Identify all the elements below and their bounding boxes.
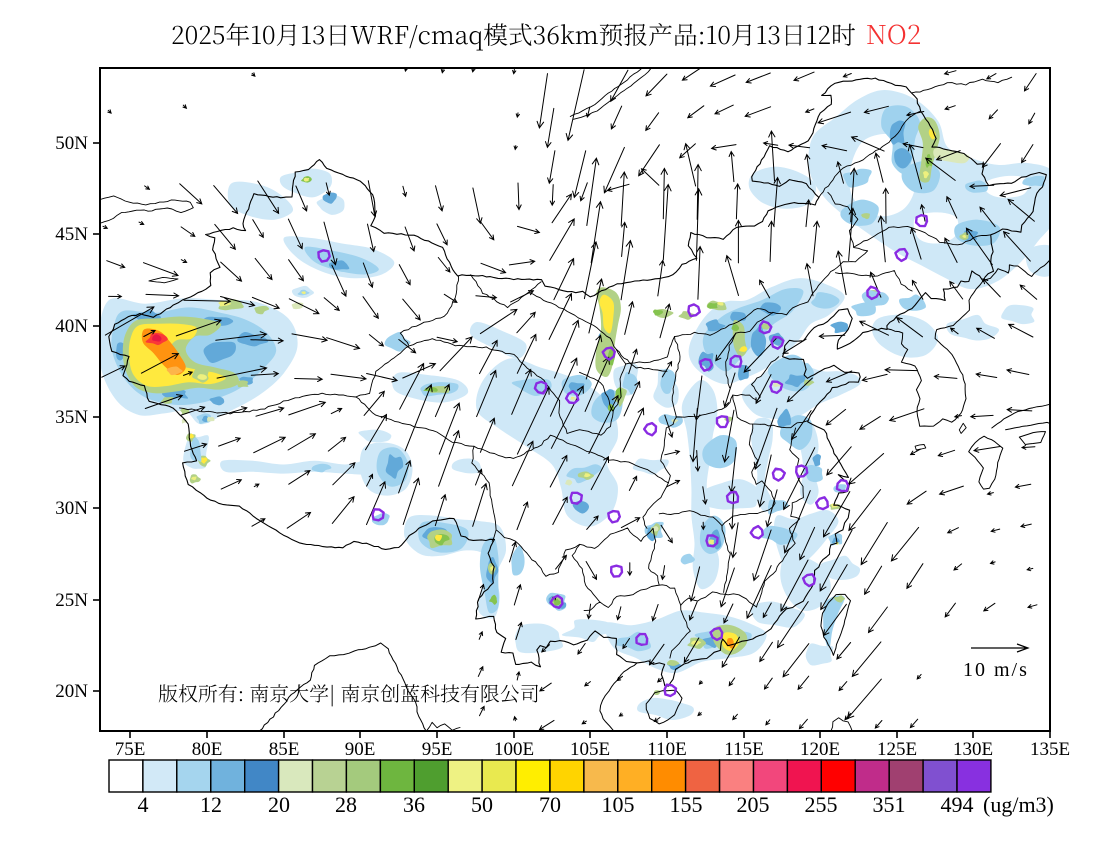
svg-text:12: 12 [200,792,222,817]
svg-text:125E: 125E [877,739,917,760]
svg-text:351: 351 [873,792,906,817]
svg-text:50: 50 [471,792,493,817]
svg-text:130E: 130E [953,739,993,760]
svg-text:28: 28 [335,792,357,817]
svg-text:105: 105 [602,792,635,817]
svg-text:45N: 45N [55,224,88,245]
svg-text:205: 205 [737,792,770,817]
svg-text:110E: 110E [647,739,686,760]
svg-text:155: 155 [670,792,703,817]
svg-text:(ug/m3): (ug/m3) [983,792,1054,817]
svg-text:4: 4 [138,792,149,817]
svg-text:10 m/s: 10 m/s [963,659,1029,681]
svg-text:95E: 95E [422,739,453,760]
svg-text:255: 255 [805,792,838,817]
svg-text:70: 70 [539,792,561,817]
svg-text:40N: 40N [55,316,88,337]
svg-text:30N: 30N [55,498,88,519]
svg-text:75E: 75E [115,739,146,760]
svg-text:50N: 50N [55,133,88,154]
svg-text:20: 20 [268,792,290,817]
svg-text:85E: 85E [269,739,300,760]
svg-text:90E: 90E [345,739,376,760]
svg-text:135E: 135E [1030,739,1070,760]
svg-text:25N: 25N [55,590,88,611]
svg-text:36: 36 [403,792,425,817]
svg-text:100E: 100E [494,739,534,760]
svg-text:35N: 35N [55,407,88,428]
svg-text:105E: 105E [570,739,610,760]
svg-text:115E: 115E [724,739,763,760]
svg-text:494: 494 [941,792,974,817]
svg-text:120E: 120E [800,739,840,760]
svg-text:80E: 80E [192,739,223,760]
svg-text:20N: 20N [55,681,88,702]
